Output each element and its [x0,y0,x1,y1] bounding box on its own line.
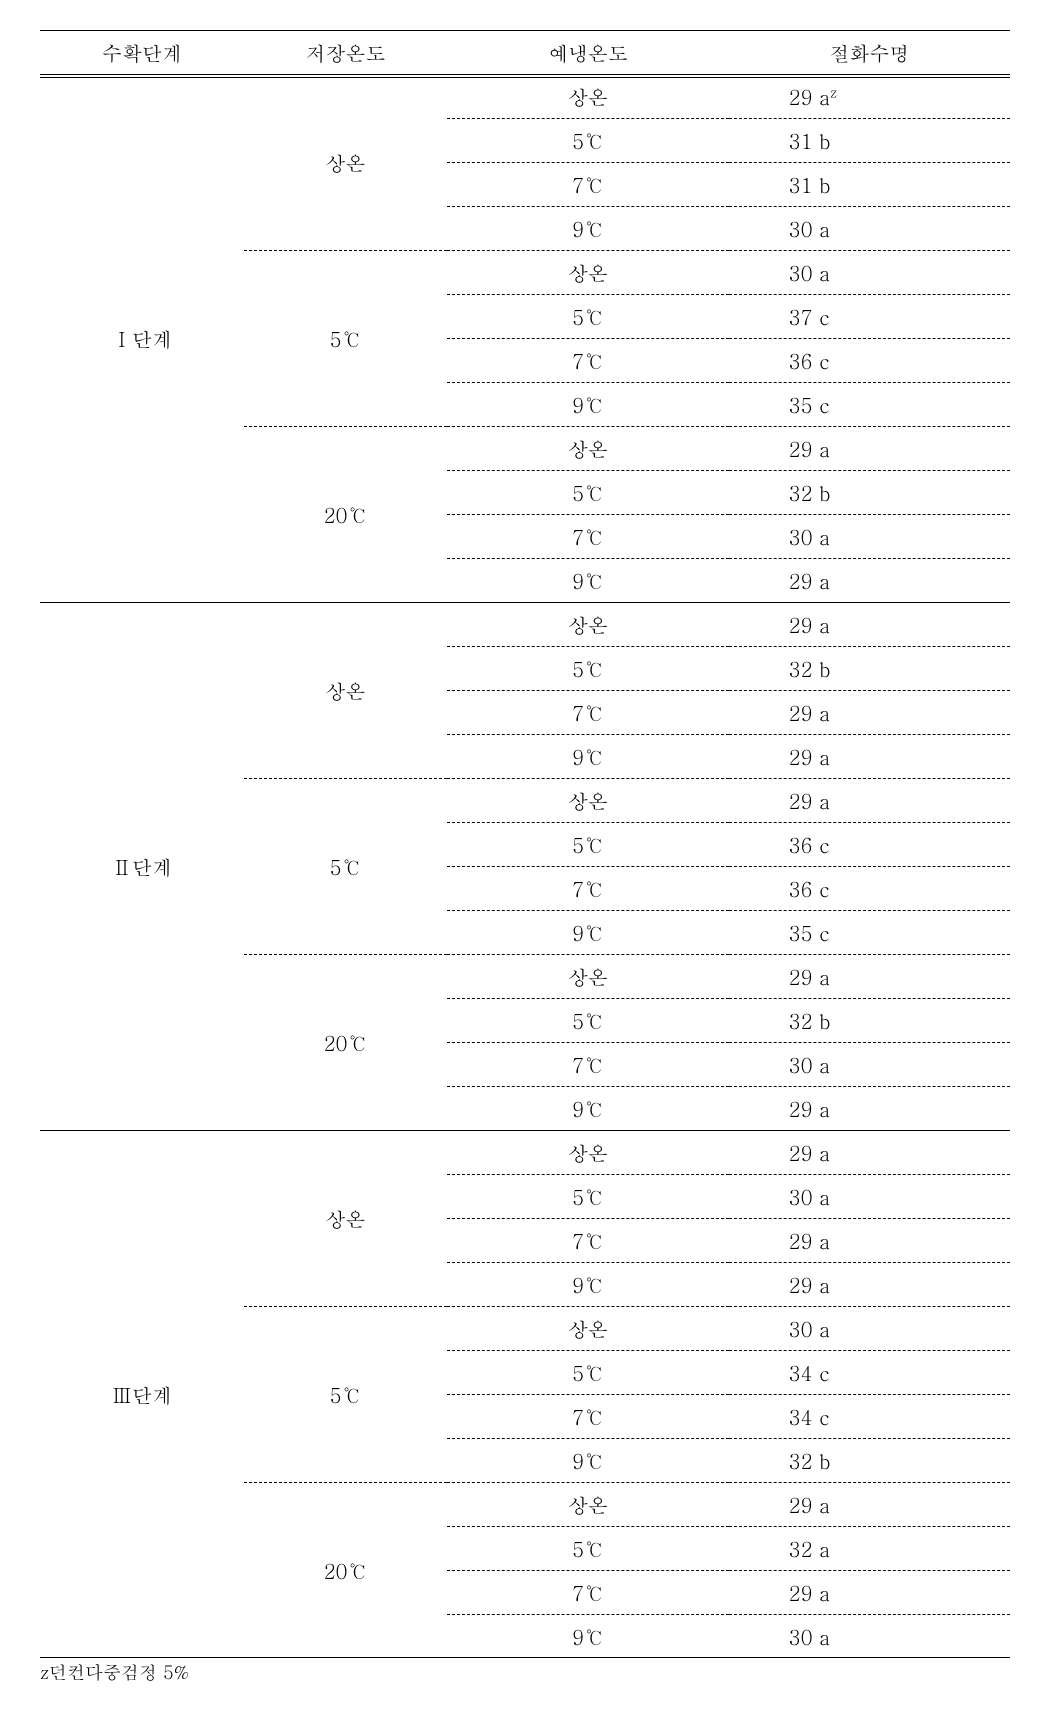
precool-cell: 5℃ [447,999,728,1043]
vaselife-cell: 36 c [729,339,1010,383]
vaselife-cell: 35 c [729,383,1010,427]
header-row: 수확단계 저장온도 예냉온도 절화수명 [40,31,1010,75]
header-harvest-stage: 수확단계 [40,31,244,75]
precool-cell: 9℃ [447,383,728,427]
storage-cell: 5℃ [244,251,448,427]
header-storage-temp: 저장온도 [244,31,448,75]
vaselife-cell: 30 a [729,207,1010,251]
table-row: Ⅲ단계상온상온29 a [40,1131,1010,1175]
precool-cell: 7℃ [447,1395,728,1439]
vaselife-cell: 35 c [729,911,1010,955]
precool-cell: 상온 [447,603,728,647]
vaselife-cell: 32 b [729,471,1010,515]
footnote: z던컨다중검정 5% [40,1657,1010,1685]
vaselife-cell: 32 a [729,1527,1010,1571]
precool-cell: 상온 [447,1307,728,1351]
vaselife-cell: 32 b [729,647,1010,691]
precool-cell: 7℃ [447,867,728,911]
vaselife-cell: 34 c [729,1351,1010,1395]
vaselife-cell: 32 b [729,999,1010,1043]
precool-cell: 9℃ [447,1439,728,1483]
precool-cell: 9℃ [447,1263,728,1307]
storage-cell: 5℃ [244,1307,448,1483]
precool-cell: 상온 [447,955,728,999]
vaselife-cell: 29 a [729,603,1010,647]
vaselife-cell: 30 a [729,251,1010,295]
storage-cell: 상온 [244,75,448,251]
vaselife-cell: 30 a [729,1307,1010,1351]
storage-cell: 상온 [244,1131,448,1307]
table-row: Ⅱ단계상온상온29 a [40,603,1010,647]
vaselife-cell: 36 c [729,823,1010,867]
stage-cell: Ⅲ단계 [40,1131,244,1659]
precool-cell: 7℃ [447,339,728,383]
vaselife-cell: 29 a [729,735,1010,779]
precool-cell: 7℃ [447,691,728,735]
vaselife-cell: 29 az [729,75,1010,119]
header-vase-life: 절화수명 [729,31,1010,75]
precool-cell: 상온 [447,427,728,471]
vaselife-cell: 30 a [729,1175,1010,1219]
data-table: 수확단계 저장온도 예냉온도 절화수명 Ⅰ단계상온상온29 az5℃31 b7℃… [40,30,1010,1658]
storage-cell: 20℃ [244,1483,448,1659]
precool-cell: 7℃ [447,1571,728,1615]
precool-cell: 상온 [447,1483,728,1527]
precool-cell: 7℃ [447,1219,728,1263]
vaselife-cell: 29 a [729,1263,1010,1307]
vaselife-cell: 29 a [729,1131,1010,1175]
precool-cell: 9℃ [447,1087,728,1131]
vaselife-cell: 30 a [729,1615,1010,1659]
precool-cell: 9℃ [447,559,728,603]
vaselife-cell: 29 a [729,1087,1010,1131]
precool-cell: 5℃ [447,471,728,515]
precool-cell: 5℃ [447,647,728,691]
vaselife-cell: 29 a [729,1571,1010,1615]
precool-cell: 5℃ [447,1175,728,1219]
vaselife-cell: 31 b [729,163,1010,207]
vaselife-cell: 29 a [729,779,1010,823]
vaselife-cell: 29 a [729,1219,1010,1263]
storage-cell: 20℃ [244,955,448,1131]
vaselife-cell: 29 a [729,559,1010,603]
precool-cell: 7℃ [447,515,728,559]
precool-cell: 5℃ [447,1351,728,1395]
vaselife-cell: 32 b [729,1439,1010,1483]
vaselife-cell: 37 c [729,295,1010,339]
precool-cell: 9℃ [447,207,728,251]
storage-cell: 5℃ [244,779,448,955]
vaselife-cell: 29 a [729,427,1010,471]
vaselife-cell: 34 c [729,1395,1010,1439]
vaselife-cell: 36 c [729,867,1010,911]
precool-cell: 상온 [447,75,728,119]
vaselife-cell: 29 a [729,955,1010,999]
precool-cell: 상온 [447,779,728,823]
header-precool-temp: 예냉온도 [447,31,728,75]
stage-cell: Ⅱ단계 [40,603,244,1131]
precool-cell: 5℃ [447,295,728,339]
vaselife-cell: 29 a [729,1483,1010,1527]
table-row: Ⅰ단계상온상온29 az [40,75,1010,119]
stage-cell: Ⅰ단계 [40,75,244,603]
storage-cell: 상온 [244,603,448,779]
precool-cell: 5℃ [447,1527,728,1571]
vaselife-cell: 30 a [729,515,1010,559]
precool-cell: 5℃ [447,823,728,867]
precool-cell: 상온 [447,1131,728,1175]
superscript-z: z [830,81,837,101]
vaselife-cell: 30 a [729,1043,1010,1087]
precool-cell: 상온 [447,251,728,295]
precool-cell: 7℃ [447,1043,728,1087]
vaselife-cell: 29 a [729,691,1010,735]
precool-cell: 9℃ [447,735,728,779]
precool-cell: 5℃ [447,119,728,163]
vaselife-cell: 31 b [729,119,1010,163]
precool-cell: 9℃ [447,1615,728,1659]
storage-cell: 20℃ [244,427,448,603]
precool-cell: 7℃ [447,163,728,207]
precool-cell: 9℃ [447,911,728,955]
